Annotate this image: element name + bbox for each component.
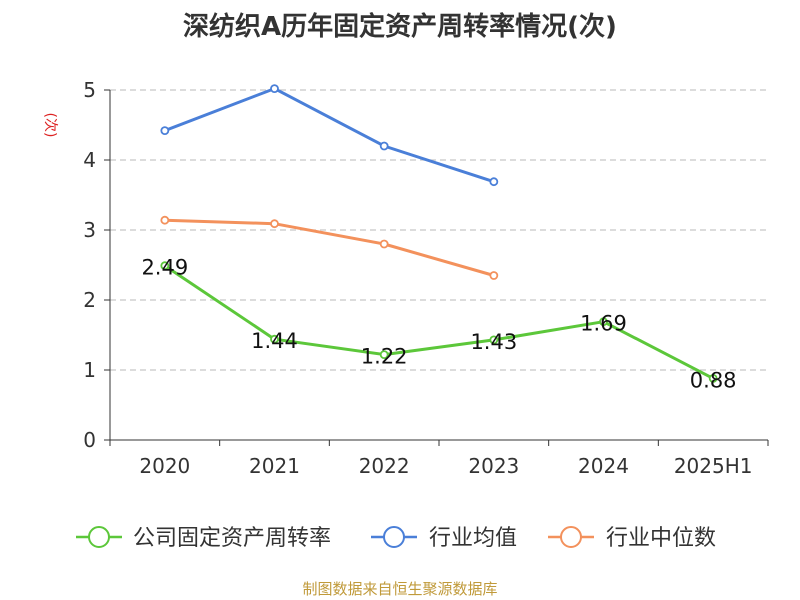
data-label: 1.69 [580, 312, 627, 336]
x-tick-label: 2022 [359, 454, 410, 478]
data-point [160, 261, 170, 271]
legend-marker [383, 526, 405, 548]
data-point [489, 271, 499, 280]
y-tick-label: 1 [83, 358, 96, 382]
data-point [489, 177, 499, 187]
legend[interactable]: 公司固定资产周转率 行业均值 行业中位数 [76, 526, 716, 551]
series-line [164, 218, 495, 277]
data-point [599, 317, 608, 327]
data-label: 1.22 [361, 345, 408, 369]
legend-item[interactable]: 行业均值 [371, 526, 517, 551]
legend-item[interactable]: 行业中位数 [548, 526, 716, 551]
legend-marker [88, 526, 110, 548]
y-tick-label: 5 [83, 78, 96, 102]
data-label: 1.43 [470, 330, 517, 354]
legend-label: 行业中位数 [606, 526, 716, 551]
data-point [270, 219, 279, 229]
gridlines [110, 89, 768, 371]
y-axis-label: (次) [42, 113, 58, 138]
data-point [270, 334, 279, 344]
x-tick-label: 2021 [249, 454, 300, 478]
x-tick-label: 2020 [139, 454, 190, 478]
y-tick-label: 2 [83, 288, 96, 312]
data-label: 2.49 [141, 256, 188, 280]
series-line [164, 87, 495, 184]
data-point [379, 350, 389, 360]
data-label: 0.88 [690, 368, 737, 392]
data-point [379, 239, 389, 249]
data-point [160, 126, 170, 136]
legend-label: 行业均值 [429, 526, 517, 551]
axes: 0 1 2 3 4 5 2020 2021 2022 2023 2024 2025H1 [83, 78, 769, 478]
series [160, 84, 718, 383]
data-point [708, 373, 718, 383]
data-point [270, 84, 279, 93]
data-labels: 2.49 1.44 1.22 1.43 1.69 0.88 [141, 256, 736, 393]
x-tick-label: 2024 [578, 454, 629, 478]
legend-label: 公司固定资产周转率 [133, 526, 331, 551]
x-tick-label: 2023 [468, 454, 519, 478]
y-tick-label: 4 [83, 148, 96, 172]
data-point [489, 335, 499, 345]
legend-marker [560, 526, 582, 548]
data-label: 1.44 [251, 329, 298, 353]
y-tick-label: 0 [83, 428, 96, 452]
series-line [163, 264, 714, 380]
data-point [160, 215, 170, 225]
legend-item[interactable]: 公司固定资产周转率 [76, 526, 331, 551]
x-tick-label: 2025H1 [674, 454, 753, 478]
y-tick-label: 3 [83, 218, 96, 242]
chart-title: 深纺织A历年固定资产周转率情况(次) [183, 12, 617, 42]
data-point [379, 141, 389, 151]
data-source-note: 制图数据来自恒生聚源数据库 [302, 580, 498, 598]
